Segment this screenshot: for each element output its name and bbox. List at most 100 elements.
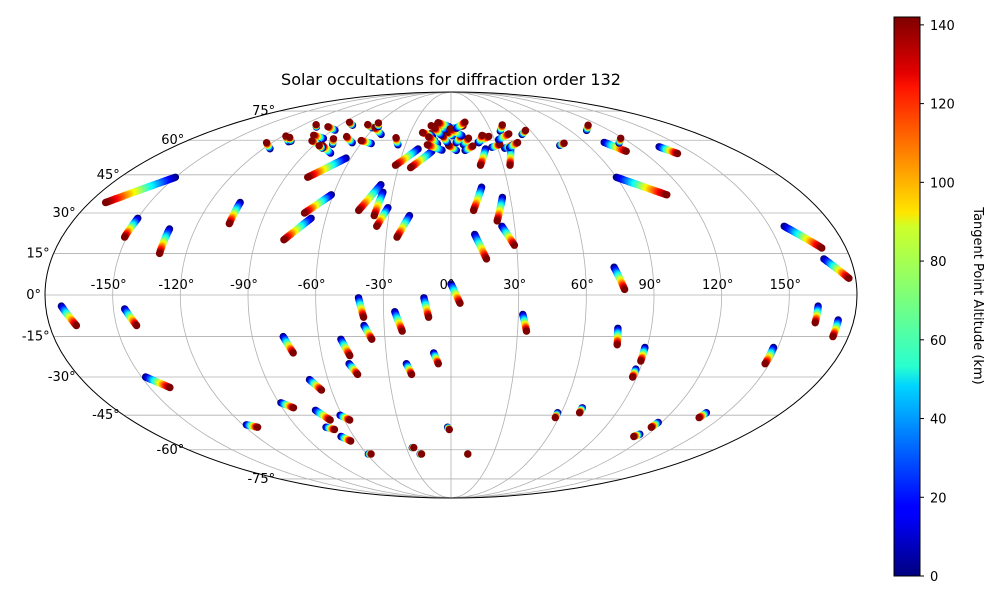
occultation-track <box>518 126 530 139</box>
altitude-point <box>446 125 454 133</box>
occultation-track <box>391 145 422 169</box>
occultation-track <box>345 360 362 379</box>
lat-tick-label: 30° <box>53 206 76 221</box>
occultation-track <box>402 360 416 379</box>
lon-tick-label: -30° <box>365 278 393 293</box>
altitude-point <box>355 206 363 215</box>
occultation-track <box>780 222 826 252</box>
colorbar-tick-label: 140 <box>930 19 955 34</box>
colorbar-label: Tangent Point Altitude (km) <box>970 206 985 384</box>
altitude-point <box>345 118 354 127</box>
altitude-point <box>423 141 432 149</box>
altitude-point <box>620 285 629 294</box>
altitude-point <box>315 142 323 150</box>
occultation-tracks <box>57 118 853 458</box>
occultation-track <box>647 418 662 431</box>
lat-tick-label: -45° <box>92 408 120 423</box>
altitude-point <box>469 206 478 215</box>
altitude-point <box>613 341 621 349</box>
occultation-track <box>242 421 262 431</box>
lon-tick-label: 30° <box>503 278 526 293</box>
lat-tick-label: -75° <box>247 472 275 487</box>
colorbar-tick-label: 60 <box>930 334 947 349</box>
altitude-point <box>347 437 355 445</box>
altitude-point <box>482 255 491 263</box>
occultation-track <box>488 140 504 151</box>
lat-tick-label: 15° <box>27 246 50 261</box>
altitude-point <box>280 236 288 244</box>
altitude-point <box>663 191 671 199</box>
occultation-track <box>469 183 486 215</box>
occultation-track <box>613 324 622 349</box>
altitude-point <box>373 222 381 230</box>
latitude-tick-labels: -75° -60° -45° -30° -15° 0° 15° 30° 45° 60° 75° <box>22 104 275 487</box>
altitude-point <box>445 425 453 434</box>
altitude-point <box>120 233 129 241</box>
colorbar-tick-label: 40 <box>930 413 947 428</box>
occultation-track <box>342 132 356 147</box>
occultation-track <box>315 142 327 152</box>
altitude-point <box>431 124 439 132</box>
altitude-point <box>513 138 522 147</box>
altitude-point <box>286 133 294 142</box>
occultation-track <box>416 450 426 458</box>
occultation-track <box>496 121 506 135</box>
altitude-point <box>410 443 418 452</box>
occultation-track <box>575 404 586 417</box>
occultation-track <box>430 349 442 368</box>
altitude-point <box>506 161 514 169</box>
altitude-point <box>155 249 164 258</box>
altitude-point <box>326 416 334 424</box>
occultation-track <box>121 305 141 330</box>
occultation-track <box>475 131 486 147</box>
lon-tick-label: -150° <box>91 278 127 293</box>
altitude-point <box>324 123 332 131</box>
occultation-track <box>360 321 376 343</box>
altitude-point <box>398 327 406 335</box>
altitude-point <box>478 131 486 140</box>
altitude-point <box>330 425 339 434</box>
altitude-point <box>304 173 312 181</box>
lat-tick-label: 0° <box>26 288 41 303</box>
altitude-point <box>469 142 477 150</box>
occultation-track <box>612 173 671 199</box>
altitude-point <box>353 370 362 379</box>
occultation-track <box>420 294 433 321</box>
altitude-point <box>647 423 655 431</box>
altitude-point <box>630 432 638 441</box>
occultation-track <box>392 134 402 149</box>
occultation-track <box>811 302 822 327</box>
occultation-track <box>447 280 464 307</box>
altitude-point <box>434 119 442 127</box>
altitude-point <box>505 130 513 138</box>
altitude-point <box>464 134 473 142</box>
altitude-point <box>818 244 826 252</box>
altitude-point <box>434 360 442 368</box>
altitude-point <box>811 319 819 327</box>
altitude-point <box>498 121 506 129</box>
altitude-point <box>364 120 372 129</box>
lat-tick-label: -15° <box>22 330 50 345</box>
occultation-track <box>498 222 519 249</box>
altitude-point <box>289 349 297 357</box>
occultation-track <box>277 399 298 412</box>
lat-tick-label: 45° <box>97 168 120 183</box>
colorbar-tick-label: 20 <box>930 491 947 506</box>
occultation-track <box>57 302 81 330</box>
altitude-point <box>368 335 376 343</box>
occultation-track <box>431 124 445 139</box>
occultation-track <box>280 214 315 244</box>
colorbar-tick-label: 100 <box>930 176 955 191</box>
occultation-track <box>312 121 321 131</box>
lat-tick-label: 75° <box>252 104 275 119</box>
occultation-track <box>443 423 453 434</box>
occultation-track <box>101 173 180 207</box>
longitude-tick-labels: -150° -120° -90° -60° -30° 0° 30° 60° 90° 120° 150… <box>91 278 801 293</box>
occultation-track <box>322 423 339 434</box>
altitude-point <box>673 149 682 158</box>
occultation-track <box>452 118 469 132</box>
altitude-point <box>370 211 378 220</box>
lon-tick-label: 90° <box>638 278 661 293</box>
occultation-track <box>286 133 295 145</box>
